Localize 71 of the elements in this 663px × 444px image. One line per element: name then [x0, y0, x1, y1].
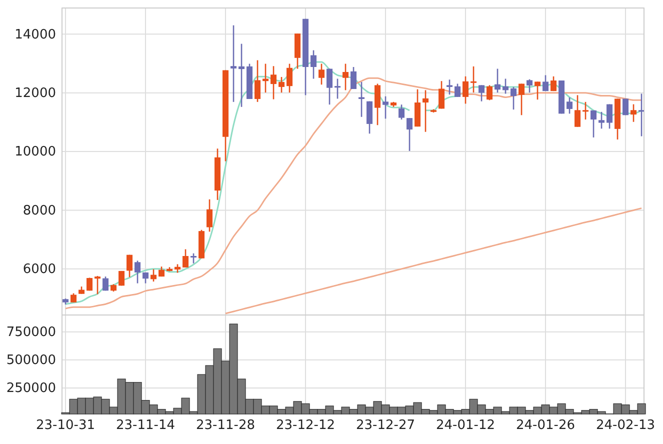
- candlestick: [102, 276, 109, 292]
- candlestick: [278, 76, 285, 94]
- candlestick: [374, 83, 381, 126]
- x-tick-label: 24-01-12: [436, 418, 496, 434]
- y-tick-label: 12000: [14, 86, 56, 101]
- candlestick: [262, 63, 269, 94]
- candlestick: [350, 66, 357, 90]
- candlestick: [254, 60, 261, 103]
- candlestick: [422, 90, 429, 133]
- candlestick: [230, 24, 237, 103]
- candlestick: [270, 65, 277, 100]
- candlestick: [94, 275, 101, 295]
- candlestick: [286, 63, 293, 94]
- x-tick-label: 23-11-14: [116, 418, 176, 434]
- y-tick-label: 6000: [22, 262, 56, 278]
- y-tick-label: 8000: [22, 203, 56, 218]
- candlestick: [398, 104, 405, 120]
- x-tick-label: 23-11-28: [196, 418, 256, 434]
- candlestick: [534, 81, 541, 100]
- x-tick-label: 23-10-31: [36, 418, 96, 434]
- candlestick: [526, 78, 533, 94]
- candlestick: [438, 80, 445, 110]
- y-tick-label: 750000: [6, 324, 56, 340]
- x-tick-label: 24-02-13: [596, 418, 656, 434]
- candlestick: [606, 104, 613, 130]
- candlestick: [574, 94, 581, 128]
- candlestick: [206, 198, 213, 232]
- candlestick: [342, 63, 349, 91]
- candlestick: [134, 260, 141, 284]
- x-tick-label: 24-01-26: [516, 418, 576, 434]
- y-tick-label: 250000: [6, 381, 56, 396]
- candlestick: [150, 268, 157, 282]
- candlestick: [462, 76, 469, 104]
- candlestick: [310, 50, 317, 80]
- y-tick-label: 14000: [14, 27, 56, 42]
- candlestick: [326, 68, 333, 106]
- candlestick: [182, 248, 189, 268]
- candlestick: [470, 66, 477, 94]
- candlestick: [590, 110, 597, 138]
- candlestick: [318, 63, 325, 86]
- candlestick: [454, 83, 461, 98]
- candlestick: [486, 84, 493, 101]
- candlestick: [630, 104, 637, 123]
- y-tick-label: 500000: [6, 353, 56, 368]
- candlestick: [542, 74, 549, 92]
- candlestick: [510, 86, 517, 110]
- candlestick: [494, 68, 501, 94]
- candlestick: [446, 78, 453, 96]
- candlestick: [126, 254, 133, 278]
- candlestick: [366, 100, 373, 134]
- candlestick: [598, 111, 605, 130]
- candlestick: [86, 277, 93, 292]
- candlestick: [550, 76, 557, 92]
- candlestick: [638, 93, 644, 137]
- candlestick: [382, 96, 389, 120]
- x-tick-label: 23-12-27: [356, 418, 416, 434]
- candlestick: [238, 43, 245, 108]
- x-tick-label: 23-12-12: [276, 418, 336, 434]
- candlestick: [358, 81, 365, 118]
- candlestick: [566, 96, 573, 114]
- candlestick: [190, 252, 197, 264]
- candlestick: [582, 101, 589, 120]
- candlestick: [70, 292, 77, 304]
- y-tick-label: 10000: [14, 144, 56, 160]
- candlestick: [334, 78, 341, 100]
- candlestick: [518, 83, 525, 116]
- candlestick: [406, 117, 413, 152]
- candlestick: [502, 78, 509, 94]
- candlestick: [622, 98, 629, 116]
- candlestick: [478, 84, 485, 102]
- line-series: [224, 207, 642, 314]
